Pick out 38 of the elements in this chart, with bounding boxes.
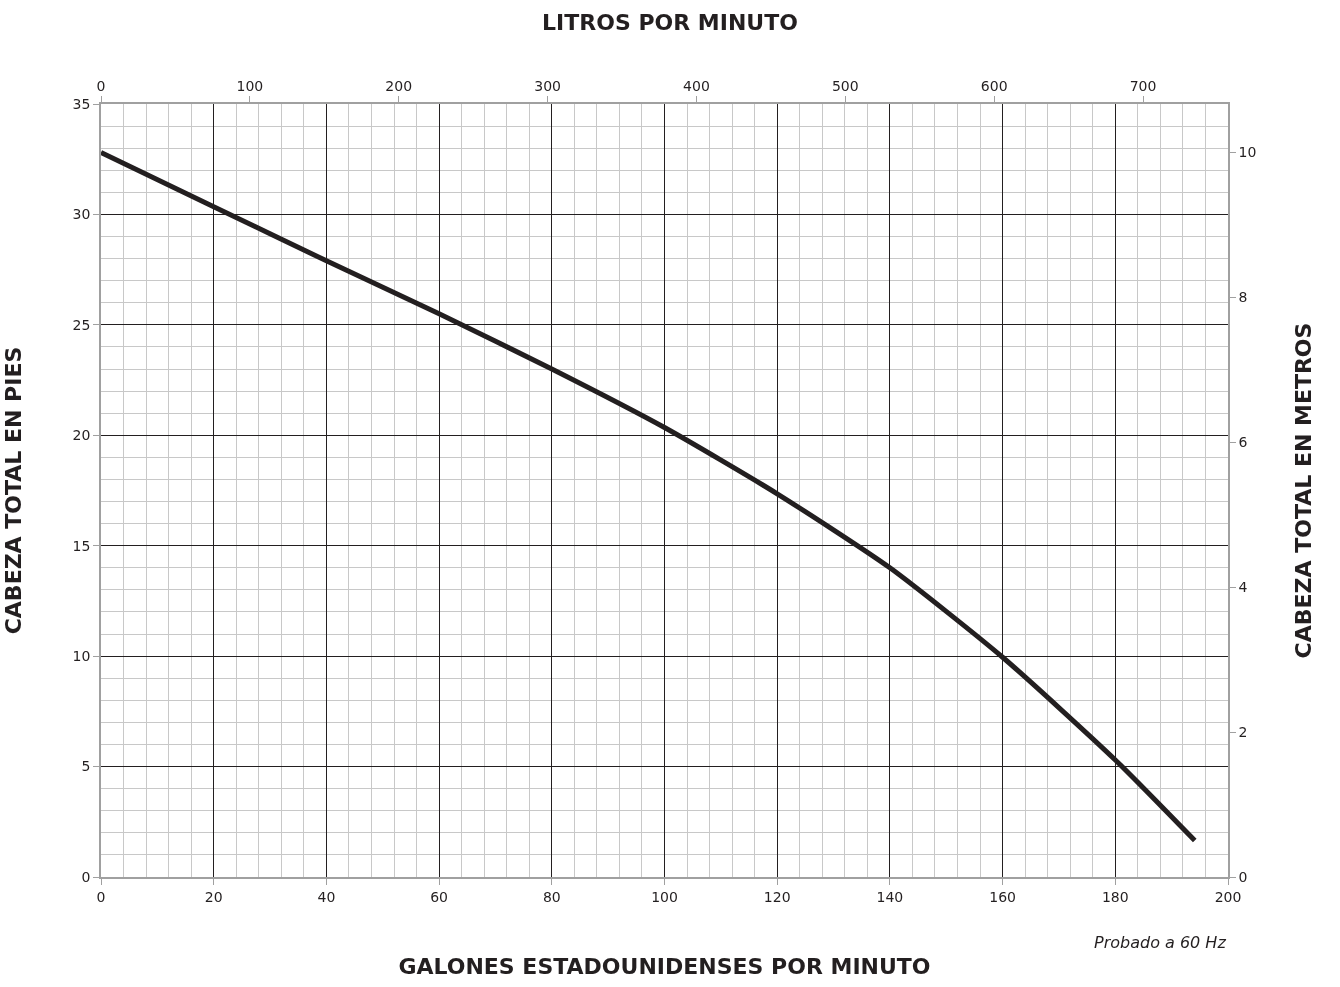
y-tick-label: 35: [72, 95, 91, 112]
x-axis-title: GALONES ESTADOUNIDENSES POR MINUTO: [398, 953, 931, 979]
y-tick-label: 25: [72, 316, 91, 333]
y2-tick-label: 0: [1238, 868, 1248, 885]
x-tick-label: 20: [204, 888, 223, 905]
x-tick-label: 40: [317, 888, 336, 905]
x-tick-label: 160: [989, 888, 1016, 905]
y2-axis-title: CABEZA TOTAL EN METROS: [1290, 322, 1316, 659]
x2-tick-label: 700: [1129, 77, 1157, 94]
y-tick-label: 5: [81, 758, 91, 775]
x2-tick-label: 0: [96, 77, 106, 94]
text: Probado a 60 Hz: [1094, 933, 1227, 952]
x-tick-label: 80: [542, 888, 561, 905]
x2-tick-label: 600: [980, 77, 1008, 94]
x2-tick-label: 300: [534, 77, 561, 94]
y-tick-label: 30: [72, 206, 91, 223]
x-tick-label: 200: [1214, 888, 1242, 905]
x2-tick-label: 100: [236, 77, 264, 94]
y2-tick-label: 2: [1238, 723, 1248, 740]
x2-tick-label: 500: [831, 77, 859, 94]
y2-tick-label: 4: [1238, 579, 1248, 596]
x2-tick-label: 200: [385, 77, 413, 94]
y2-tick-label: 10: [1238, 144, 1257, 161]
x-tick-label: 120: [763, 888, 791, 905]
y-axis-title: CABEZA TOTAL EN PIES: [0, 346, 26, 635]
x-tick-label: 140: [876, 888, 904, 905]
y-tick-label: 20: [72, 427, 91, 444]
x-tick-label: 100: [651, 888, 678, 905]
x-tick-label: 60: [430, 888, 449, 905]
x2-tick-label: 400: [683, 77, 710, 94]
y-tick-label: 0: [81, 868, 91, 885]
y2-tick-label: 8: [1238, 289, 1248, 306]
y-tick-label: 15: [72, 537, 91, 554]
x-tick-label: 0: [96, 888, 106, 905]
y-tick-label: 10: [72, 648, 91, 665]
y2-tick-label: 6: [1238, 434, 1248, 451]
chart-title: LITROS POR MINUTO: [542, 10, 798, 36]
x-tick-label: 180: [1101, 888, 1129, 905]
